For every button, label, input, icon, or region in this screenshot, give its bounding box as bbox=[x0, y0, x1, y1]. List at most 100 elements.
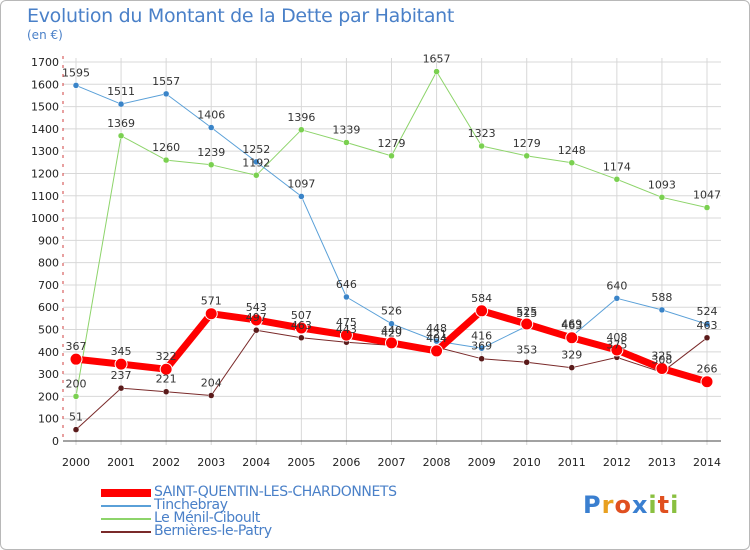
data-label: 507 bbox=[291, 309, 312, 322]
legend-swatch bbox=[101, 531, 151, 533]
data-label: 1097 bbox=[287, 177, 315, 190]
y-tick-label: 1000 bbox=[31, 212, 59, 225]
data-label: 1047 bbox=[693, 189, 721, 202]
y-tick-label: 900 bbox=[38, 234, 59, 247]
data-point bbox=[294, 321, 308, 335]
y-tick-label: 1500 bbox=[31, 101, 59, 114]
data-point bbox=[159, 362, 173, 376]
data-label: 1093 bbox=[648, 178, 676, 191]
data-point bbox=[520, 317, 534, 331]
data-point bbox=[114, 357, 128, 371]
data-label: 515 bbox=[516, 307, 537, 320]
data-point bbox=[204, 307, 218, 321]
brand-logo: Proxiti bbox=[583, 491, 679, 519]
legend-label: SAINT-QUENTIN-LES-CHARDONNETS bbox=[154, 484, 397, 500]
data-point bbox=[568, 364, 576, 371]
data-point bbox=[339, 328, 353, 342]
data-label: 571 bbox=[201, 295, 222, 308]
data-label: 1252 bbox=[242, 143, 270, 156]
data-point bbox=[72, 393, 80, 400]
data-label: 448 bbox=[426, 322, 447, 335]
data-point bbox=[700, 375, 714, 389]
data-label: 408 bbox=[606, 331, 627, 344]
x-tick-labels: 2000 2001 2002 2003 2004 2005 2006 2007 2008 2009… bbox=[62, 456, 721, 469]
data-label: 646 bbox=[336, 278, 357, 291]
data-label: 1657 bbox=[423, 53, 451, 66]
data-label: 463 bbox=[561, 319, 582, 332]
data-label: 1323 bbox=[468, 127, 496, 140]
data-point bbox=[207, 392, 215, 399]
legend-swatch bbox=[101, 489, 151, 497]
data-point bbox=[117, 132, 125, 140]
data-point bbox=[703, 334, 711, 342]
data-label: 200 bbox=[66, 377, 87, 390]
data-point bbox=[207, 124, 215, 131]
data-label: 416 bbox=[471, 329, 492, 342]
data-label: 1260 bbox=[152, 141, 180, 154]
y-tick-label: 100 bbox=[38, 413, 59, 426]
data-point bbox=[568, 159, 576, 167]
data-point bbox=[343, 293, 350, 301]
data-point bbox=[253, 326, 260, 334]
data-label: 51 bbox=[69, 411, 83, 424]
y-tick-label: 800 bbox=[38, 257, 59, 270]
y-tick-label: 500 bbox=[38, 324, 59, 337]
x-tick-label: 2012 bbox=[603, 456, 631, 469]
x-tick-label: 2002 bbox=[152, 456, 180, 469]
chart-unit-label: (en €) bbox=[27, 28, 63, 42]
legend-swatch bbox=[101, 505, 151, 507]
data-point bbox=[385, 336, 398, 350]
logo-letter: x bbox=[631, 491, 649, 519]
data-label: 475 bbox=[336, 316, 357, 329]
y-tick-label: 1400 bbox=[31, 123, 59, 136]
data-point bbox=[703, 320, 711, 328]
data-point bbox=[343, 139, 350, 146]
x-tick-label: 2010 bbox=[513, 456, 541, 469]
data-point bbox=[523, 152, 530, 160]
logo-letter: i bbox=[670, 491, 680, 519]
data-label: 1396 bbox=[287, 111, 315, 124]
data-label: 345 bbox=[111, 345, 132, 358]
data-label: 1511 bbox=[107, 85, 135, 98]
x-tick-label: 2007 bbox=[378, 456, 406, 469]
data-label: 221 bbox=[156, 373, 177, 386]
data-label: 524 bbox=[697, 305, 718, 318]
data-label: 440 bbox=[381, 324, 402, 337]
logo-letter: i bbox=[648, 491, 658, 519]
data-label: 463 bbox=[291, 319, 312, 332]
data-point bbox=[565, 331, 579, 345]
x-tick-label: 2004 bbox=[242, 456, 270, 469]
data-point bbox=[613, 176, 621, 183]
data-label: 469 bbox=[561, 317, 582, 330]
data-point bbox=[610, 343, 624, 357]
legend-label: Tinchebray bbox=[154, 497, 228, 513]
data-label: 369 bbox=[471, 340, 492, 353]
data-point bbox=[658, 306, 666, 314]
data-label: 404 bbox=[426, 332, 447, 345]
data-point bbox=[253, 172, 260, 179]
grid-lines bbox=[63, 58, 721, 445]
y-tick-label: 1300 bbox=[31, 145, 59, 158]
data-label: 463 bbox=[697, 319, 718, 332]
data-label: 1239 bbox=[197, 146, 225, 159]
y-tick-label: 1600 bbox=[31, 78, 59, 91]
y-tick-label: 1700 bbox=[31, 56, 59, 69]
data-label: 497 bbox=[246, 311, 267, 324]
y-tick-label: 0 bbox=[52, 435, 59, 448]
x-tick-label: 2000 bbox=[62, 456, 90, 469]
data-point bbox=[478, 345, 485, 352]
data-point bbox=[478, 355, 485, 362]
data-label: 543 bbox=[246, 301, 267, 314]
data-label: 308 bbox=[651, 353, 672, 366]
data-point bbox=[703, 204, 711, 211]
data-point bbox=[475, 304, 489, 318]
data-label: 204 bbox=[201, 377, 222, 390]
series-lines bbox=[69, 68, 714, 433]
data-point bbox=[72, 82, 80, 89]
data-label: 1339 bbox=[332, 123, 360, 136]
data-point bbox=[298, 334, 305, 342]
data-label: 1557 bbox=[152, 75, 180, 88]
y-tick-labels: 0 100 200 300 400 500 600 700 800 900 1000 1100 1200… bbox=[31, 56, 59, 448]
